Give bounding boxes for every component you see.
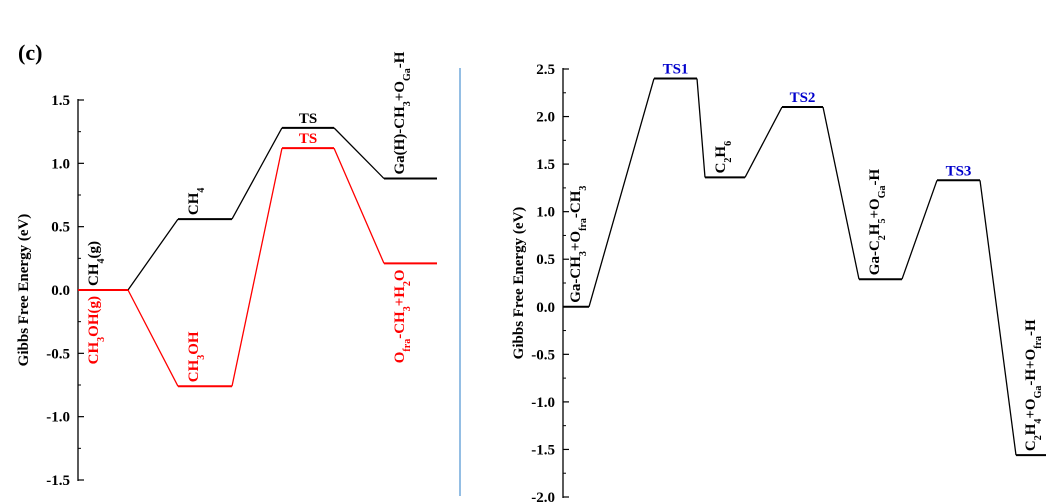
level-label-ch-3-oh-g: CH3OH(g) bbox=[86, 296, 107, 364]
y-tick-label: 0.0 bbox=[51, 283, 70, 299]
y-tick-label: 1.5 bbox=[51, 93, 70, 109]
level-label-ts: TS bbox=[299, 111, 317, 127]
y-tick-label: 1.5 bbox=[536, 157, 555, 173]
level-label-ch-4-g: CH4(g) bbox=[86, 241, 107, 286]
y-tick-label: -1.5 bbox=[531, 442, 555, 458]
y-tick-label: -1.0 bbox=[531, 395, 555, 411]
y-axis-label: Gibbs Free Energy (eV) bbox=[16, 214, 32, 367]
level-label-o-fra-ch-3-h-2-o: Ofra-CH3+H2O bbox=[392, 269, 413, 363]
level-label-ga-h-ch-3-o-ga-h: Ga(H)-CH3+OGa-H bbox=[392, 51, 413, 174]
panel-label: (c) bbox=[18, 40, 42, 65]
y-tick-label: 2.0 bbox=[536, 110, 555, 126]
level-label-ga-ch-3-o-fra-ch-3: Ga-CH3+Ofra-CH3 bbox=[568, 186, 589, 303]
level-label-ts3: TS3 bbox=[946, 163, 972, 179]
y-tick-label: 2.5 bbox=[536, 62, 555, 78]
level-label-ga-c-2-h-5-o-ga-h: Ga-C2H5+OGa-H bbox=[867, 169, 888, 276]
y-tick-label: -0.5 bbox=[46, 346, 70, 362]
y-axis-label: Gibbs Free Energy (eV) bbox=[511, 207, 527, 360]
left-energy-diagram: -1.5 -1.0 -0.5 0.0 0.5 1.0 1.5 Gibbs Free Energ… bbox=[16, 51, 437, 489]
series-connectors bbox=[588, 78, 1017, 456]
level-label-ts1: TS1 bbox=[663, 62, 689, 78]
level-label-ch-4: CH4 bbox=[186, 188, 207, 216]
y-tick-label: -1.5 bbox=[46, 473, 70, 489]
y-tick-label: 0.0 bbox=[536, 300, 555, 316]
y-tick-label: -1.0 bbox=[46, 410, 70, 426]
level-label-ts2: TS2 bbox=[790, 90, 816, 106]
y-tick-label: 0.5 bbox=[536, 252, 555, 268]
y-tick-label: -0.5 bbox=[531, 347, 555, 363]
series-connectors bbox=[127, 147, 385, 387]
level-label-ch-3-oh: CH3OH bbox=[186, 331, 207, 382]
y-tick-label: 1.0 bbox=[536, 205, 555, 221]
y-tick-label: 0.5 bbox=[51, 220, 70, 236]
level-label-c-2-h-4-o-ga-h-o-fra-h: C2H4+OGa-H+Ofra-H bbox=[1023, 319, 1044, 451]
level-label-c-2-h-6: C2H6 bbox=[713, 141, 734, 174]
level-label-ts: TS bbox=[299, 131, 317, 147]
right-energy-diagram: -2.0 -1.5 -1.0 -0.5 0.0 0.5 1.0 1.5 2.0 2.5 Gibbs … bbox=[511, 62, 1046, 504]
series-connectors bbox=[127, 127, 385, 291]
y-tick-label: -2.0 bbox=[531, 490, 555, 504]
y-tick-label: 1.0 bbox=[51, 156, 70, 172]
